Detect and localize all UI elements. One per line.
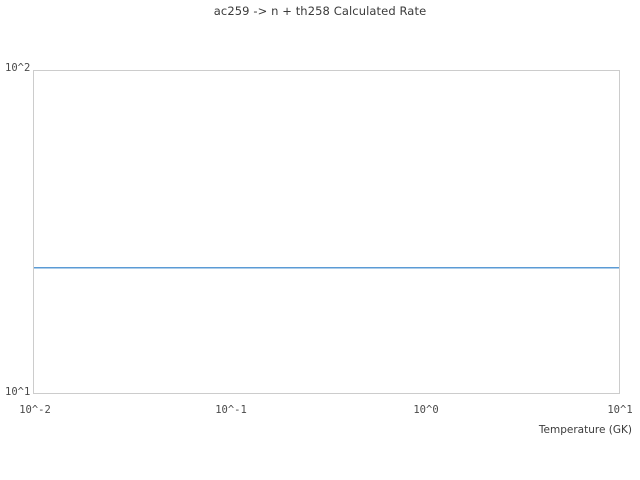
chart-title: ac259 -> n + th258 Calculated Rate xyxy=(213,4,427,18)
x-axis-tick-label-2: 10^0 xyxy=(413,404,439,416)
plot-area xyxy=(33,70,620,394)
x-axis-title: Temperature (GK) xyxy=(538,424,632,436)
x-axis-tick-label-0: 10^-2 xyxy=(19,404,51,416)
x-axis-tick-label-3: 10^1 xyxy=(607,404,633,416)
x-axis-tick-label-1: 10^-1 xyxy=(215,404,247,416)
plot-canvas xyxy=(34,71,619,393)
